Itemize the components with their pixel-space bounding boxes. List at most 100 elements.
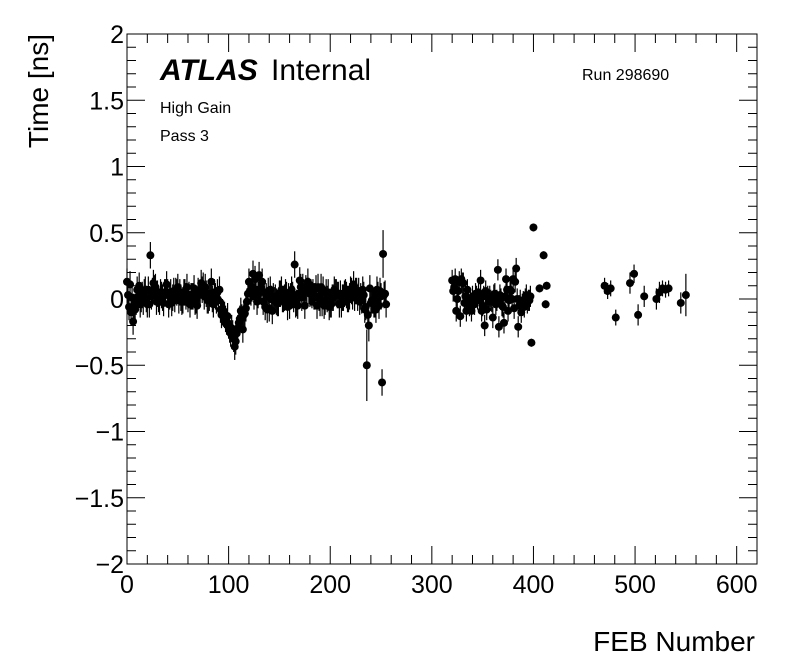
data-point [363, 310, 372, 319]
data-point [499, 318, 508, 327]
data-point [459, 279, 468, 288]
axis-ticks [126, 33, 758, 565]
data-point [634, 310, 643, 319]
data-point [502, 275, 511, 284]
data-point [511, 277, 520, 286]
x-tick-label: 400 [513, 571, 555, 599]
data-point [242, 297, 251, 306]
x-tick-label: 200 [309, 571, 351, 599]
data-point [453, 295, 462, 303]
data-points [123, 223, 690, 387]
data-point [611, 313, 620, 322]
data-point [676, 298, 685, 307]
data-point [482, 305, 491, 314]
data-point [527, 338, 536, 347]
data-point [266, 285, 275, 294]
data-point [223, 312, 232, 321]
data-point [145, 300, 154, 309]
data-point [151, 283, 160, 292]
data-point [241, 304, 250, 313]
data-point [504, 306, 513, 315]
x-tick-label: 0 [120, 571, 134, 599]
data-point [467, 306, 476, 315]
data-point [146, 251, 155, 260]
data-point [244, 277, 253, 286]
data-point [541, 300, 550, 309]
data-point [625, 279, 634, 288]
data-point [129, 317, 138, 326]
data-point [349, 280, 358, 289]
data-point [630, 269, 639, 278]
data-point [606, 284, 615, 293]
data-point [476, 276, 485, 285]
pass-label: Pass 3 [160, 128, 209, 145]
data-point [463, 285, 472, 294]
data-point [253, 297, 262, 306]
data-point [488, 313, 497, 322]
data-point [664, 284, 673, 293]
x-tick-label: 600 [716, 571, 758, 599]
y-tick-label: −0.5 [75, 352, 124, 380]
y-tick-label: 0 [110, 286, 124, 314]
data-point [293, 301, 302, 310]
data-point [542, 281, 551, 290]
data-point [539, 251, 548, 260]
data-point [300, 301, 309, 310]
x-tick-label: 300 [411, 571, 453, 599]
y-tick-label: −2 [95, 551, 124, 579]
data-point [295, 276, 304, 285]
run-label: Run 298690 [582, 67, 669, 84]
data-point [454, 287, 463, 296]
data-point [258, 277, 267, 286]
data-point [480, 321, 489, 330]
data-point [231, 337, 240, 346]
x-tick-label: 500 [614, 571, 656, 599]
data-point [681, 291, 690, 300]
atlas-label: ATLAS [159, 54, 258, 87]
x-tick-labels: 0 100 200 300 400 500 600 [120, 571, 757, 599]
data-point [207, 277, 216, 286]
data-point [337, 300, 346, 309]
y-tick-label: −1.5 [75, 485, 124, 513]
y-axis-title: Time [ns] [23, 34, 54, 148]
data-point [182, 283, 191, 292]
data-point [381, 289, 390, 298]
data-point [268, 306, 277, 315]
data-point [162, 280, 171, 289]
data-point [193, 301, 202, 310]
data-point [514, 322, 523, 331]
data-point [131, 305, 140, 314]
data-point [456, 312, 465, 321]
y-tick-label: 1.5 [89, 87, 124, 115]
data-point [359, 291, 368, 300]
data-point [327, 300, 336, 309]
data-point [303, 277, 312, 286]
data-point [493, 265, 502, 274]
data-point [290, 260, 299, 269]
data-point [507, 287, 516, 296]
data-point [214, 296, 223, 305]
data-point [378, 378, 387, 387]
y-tick-labels: 2 1.5 1 0.5 0 −0.5 −1 −1.5 −2 [75, 21, 124, 579]
y-tick-label: −1 [95, 419, 124, 447]
data-point [529, 223, 538, 232]
data-point [526, 292, 535, 301]
y-tick-label: 0.5 [89, 220, 124, 248]
data-point [535, 284, 544, 293]
x-axis-title: FEB Number [593, 626, 755, 657]
data-point [365, 284, 374, 293]
error-bars [126, 223, 687, 402]
data-point [201, 283, 210, 292]
data-point [640, 292, 649, 301]
data-point [285, 301, 294, 310]
data-point [238, 325, 247, 334]
data-point [512, 264, 521, 273]
data-point [255, 271, 264, 280]
data-point [364, 321, 373, 330]
internal-label: Internal [271, 54, 371, 87]
gain-label: High Gain [160, 100, 231, 117]
data-point [135, 281, 144, 290]
x-tick-label: 100 [208, 571, 250, 599]
y-tick-label: 1 [110, 154, 124, 182]
